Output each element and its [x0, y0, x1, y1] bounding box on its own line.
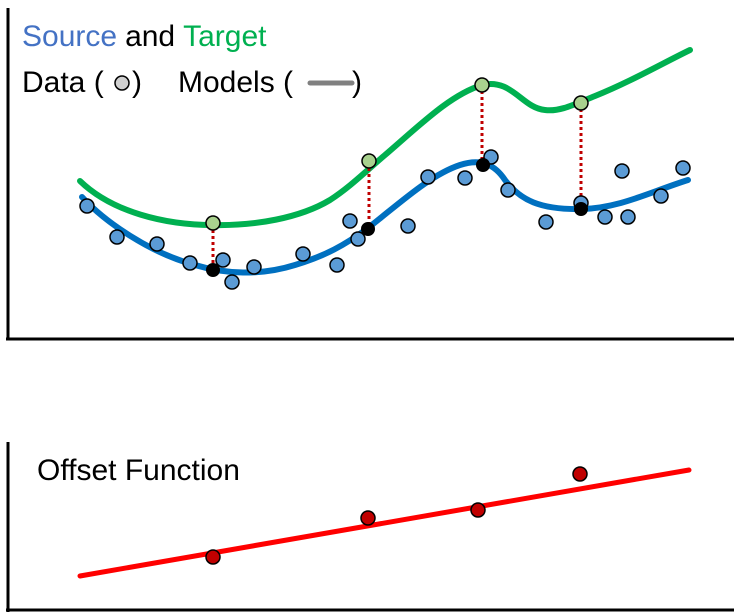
offset-function-title: Offset Function: [37, 454, 240, 487]
model-point: [206, 263, 220, 277]
source-data-points: [79, 149, 691, 290]
source-point: [182, 255, 198, 271]
model-point: [361, 222, 375, 236]
model-point: [476, 158, 490, 172]
model-point: [574, 202, 588, 216]
offset-point: [572, 466, 588, 482]
legend-data-marker-icon: [114, 75, 130, 91]
legend-models-close: ): [352, 66, 362, 99]
source-point: [329, 257, 345, 273]
legend-line-1: Source and Target: [22, 20, 267, 53]
source-point: [500, 182, 516, 198]
source-point: [653, 188, 669, 204]
source-point: [342, 213, 358, 229]
offset-point: [470, 502, 486, 518]
legend-data-text: Data (: [22, 66, 104, 99]
target-point: [361, 153, 377, 169]
source-point: [457, 170, 473, 186]
legend-and-label: and: [125, 20, 175, 53]
source-point: [109, 229, 125, 245]
source-point: [675, 160, 691, 176]
legend-data-label: Data (: [22, 66, 104, 99]
source-point: [79, 198, 95, 214]
source-point: [350, 231, 366, 247]
source-point: [224, 274, 240, 290]
source-point: [620, 209, 636, 225]
source-point: [295, 246, 311, 262]
source-point: [215, 252, 231, 268]
model-points: [206, 158, 588, 277]
legend-source-label: Source: [22, 20, 117, 53]
offset-points: [205, 466, 588, 565]
target-point: [205, 215, 221, 231]
target-point: [474, 77, 490, 93]
target-point: [573, 95, 589, 111]
offset-point: [360, 510, 376, 526]
legend-target-label: Target: [183, 20, 267, 53]
source-point: [400, 218, 416, 234]
source-point: [614, 163, 630, 179]
legend-models-label: Models (: [178, 66, 293, 99]
target-data-points: [205, 77, 589, 231]
source-point: [597, 209, 613, 225]
offset-function-line: [77, 467, 692, 579]
offset-point: [205, 549, 221, 565]
source-point: [420, 169, 436, 185]
source-point: [149, 236, 165, 252]
source-model-curve: [79, 159, 691, 276]
source-point: [246, 259, 262, 275]
source-point: [538, 214, 554, 230]
legend-data-close: ): [132, 66, 142, 99]
target-model-curve: [77, 47, 693, 229]
